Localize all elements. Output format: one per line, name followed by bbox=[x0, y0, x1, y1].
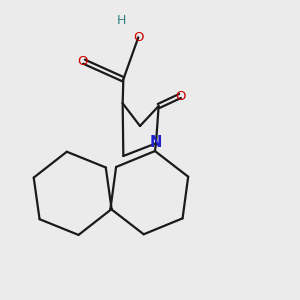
Text: H: H bbox=[117, 14, 126, 27]
Text: O: O bbox=[78, 55, 88, 68]
Text: O: O bbox=[176, 89, 186, 103]
Text: O: O bbox=[133, 31, 144, 44]
Text: N: N bbox=[150, 135, 162, 150]
